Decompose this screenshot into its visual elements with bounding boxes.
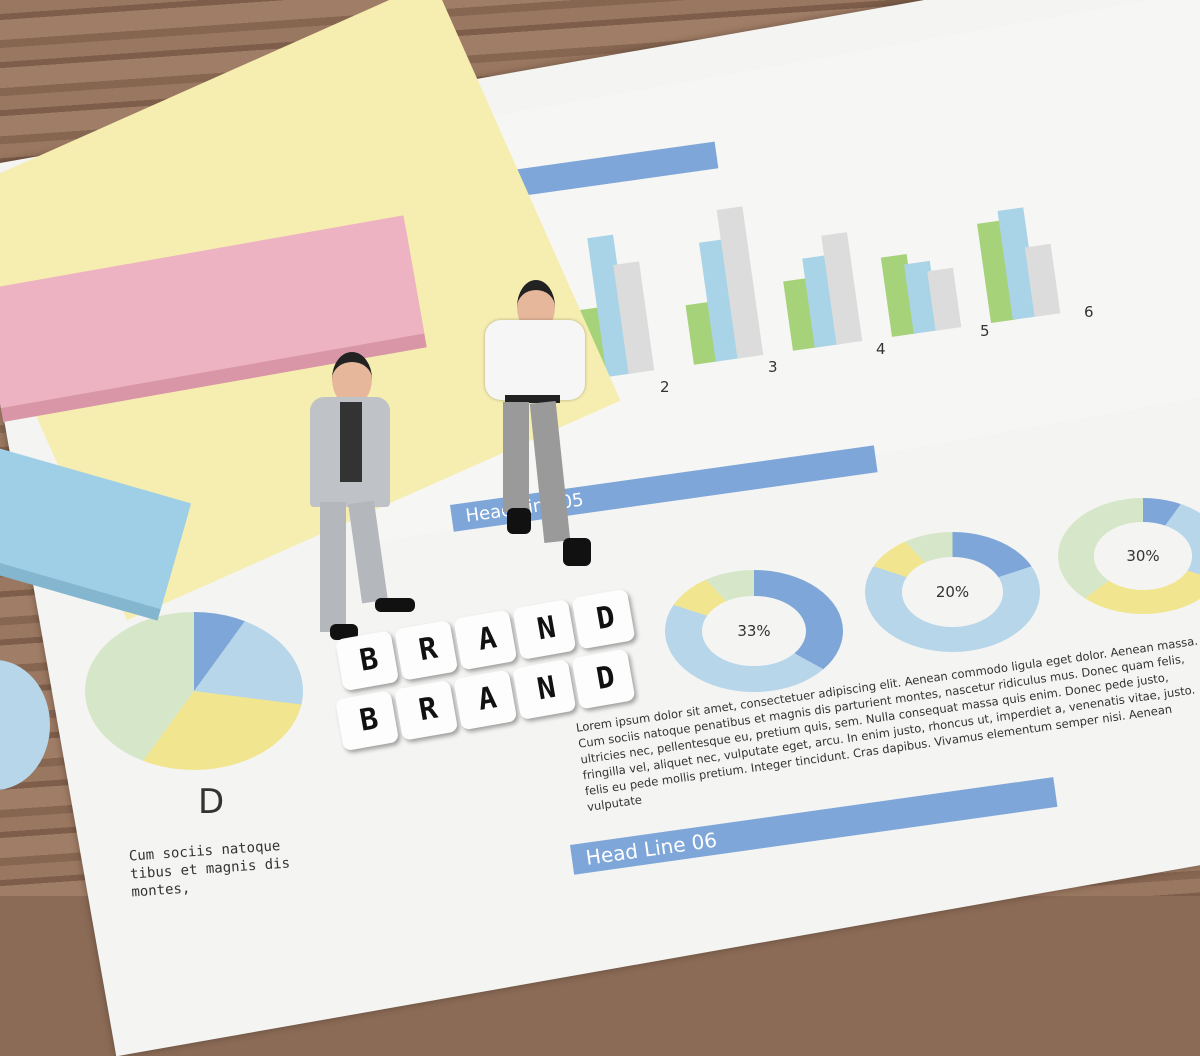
donut-chart: 33% [665,570,843,692]
pie-label: D [198,782,225,822]
bar-label: 4 [876,340,886,358]
donut-label: 33% [702,595,806,667]
donut-label: 30% [1093,522,1193,590]
donut-chart: 30% [1058,498,1200,614]
donut-label: 20% [901,557,1004,627]
figure-man-in-suit [285,352,425,652]
bar-label: 2 [660,378,670,396]
figure-man-white-shirt [465,280,610,570]
bar-label: 5 [980,322,990,340]
bar-label: 3 [768,358,778,376]
pie-chart [85,612,303,770]
bar-label: 6 [1084,303,1094,321]
pie-caption: Cum sociis natoque tibus et magnis dis m… [128,838,291,901]
donut-chart: 20% [865,532,1040,652]
